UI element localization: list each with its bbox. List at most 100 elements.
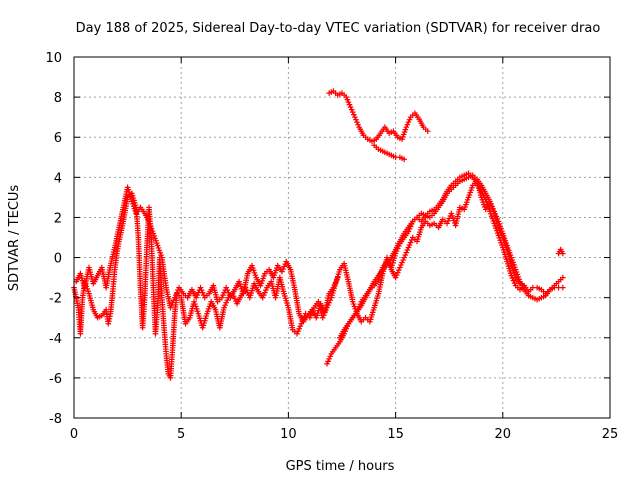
data-point <box>560 250 566 257</box>
series-trace-7 <box>371 142 407 163</box>
data-point <box>404 247 411 253</box>
data-point <box>349 109 356 115</box>
data-point <box>509 275 516 281</box>
data-point <box>354 308 360 315</box>
data-point <box>330 284 337 291</box>
data-point <box>224 287 231 293</box>
data-point <box>405 244 412 251</box>
data-point <box>404 121 411 128</box>
data-point <box>510 277 517 284</box>
data-point <box>398 262 404 268</box>
data-point <box>223 299 230 306</box>
x-tick-label: 15 <box>387 427 404 442</box>
data-point <box>356 303 362 310</box>
data-point <box>225 289 232 296</box>
y-tick-label: 0 <box>54 252 62 267</box>
data-point <box>445 218 451 224</box>
data-point <box>320 312 327 319</box>
data-point <box>325 358 331 365</box>
data-point <box>198 287 205 293</box>
chart-title: Day 188 of 2025, Sidereal Day-to-day VTE… <box>76 21 601 36</box>
series-trace-1 <box>71 178 566 381</box>
grid <box>74 57 610 418</box>
data-point <box>350 111 357 118</box>
y-tick-label: 10 <box>45 51 62 66</box>
x-tick-label: 0 <box>70 427 78 442</box>
data-point <box>355 121 361 128</box>
data-point <box>173 292 179 298</box>
data-point <box>494 216 501 222</box>
data-point <box>403 124 410 130</box>
y-tick-label: -4 <box>49 332 62 347</box>
data-point <box>259 294 266 301</box>
data-point <box>560 284 566 291</box>
data-point <box>324 361 330 367</box>
data-point <box>170 297 177 303</box>
data-point <box>169 299 176 306</box>
data-point <box>297 323 303 330</box>
data-point <box>332 279 339 286</box>
data-point <box>232 295 238 302</box>
data-point <box>405 119 412 125</box>
data-point <box>392 274 399 281</box>
data-point <box>295 328 301 335</box>
data-point <box>220 292 226 298</box>
data-point <box>280 266 286 272</box>
data-point <box>294 330 300 337</box>
data-point <box>393 272 400 278</box>
y-tick-label: 6 <box>54 131 62 146</box>
data-point <box>326 356 332 362</box>
data-point <box>352 114 358 120</box>
data-point <box>263 287 269 293</box>
data-point <box>511 280 518 286</box>
data-point <box>197 284 204 291</box>
y-tick-label: 4 <box>54 171 62 186</box>
data-point <box>493 213 500 220</box>
data-point <box>331 282 338 288</box>
data-point <box>346 101 353 108</box>
data-point <box>343 94 350 100</box>
y-tick-label: -6 <box>49 372 62 387</box>
series-trace-6 <box>326 88 431 145</box>
y-tick-label: 8 <box>54 91 62 106</box>
y-tick-label: 2 <box>54 211 62 226</box>
data-point <box>262 289 268 296</box>
series-trace-4 <box>337 170 528 341</box>
data-point <box>402 252 409 258</box>
data-point <box>221 304 227 311</box>
data-point <box>347 104 354 110</box>
series-trace-2 <box>73 184 341 325</box>
y-axis-label: SDTVAR / TECUs <box>7 185 22 292</box>
data-point <box>167 304 174 311</box>
data-point <box>174 289 180 296</box>
data-point <box>424 128 431 135</box>
data-point <box>334 274 341 281</box>
data-point <box>199 289 206 296</box>
data-point <box>281 263 287 270</box>
data-point <box>222 302 228 308</box>
data-point <box>406 116 413 123</box>
series-trace-5 <box>555 246 566 257</box>
data-point <box>296 325 302 332</box>
data-point <box>560 274 566 281</box>
data-point <box>401 156 407 163</box>
data-point <box>344 96 351 103</box>
data-point <box>396 267 402 273</box>
data-point <box>407 239 414 246</box>
plot-frame <box>73 56 611 419</box>
data-point <box>223 284 230 291</box>
data-point <box>260 292 267 298</box>
data-point <box>279 268 285 275</box>
y-tick-label: -8 <box>49 412 62 427</box>
x-tick-label: 25 <box>602 427 619 442</box>
data-point <box>397 264 403 271</box>
axis-ticks: 0 5 10 15 20 25 -8 -6 -4 -2 0 2 4 6 8 10 <box>45 51 618 442</box>
data-marks <box>71 88 566 381</box>
data-point <box>355 306 361 312</box>
data-point <box>357 301 364 307</box>
x-tick-label: 20 <box>495 427 512 442</box>
data-point <box>353 116 359 123</box>
data-point <box>319 314 326 321</box>
data-point <box>219 294 225 301</box>
